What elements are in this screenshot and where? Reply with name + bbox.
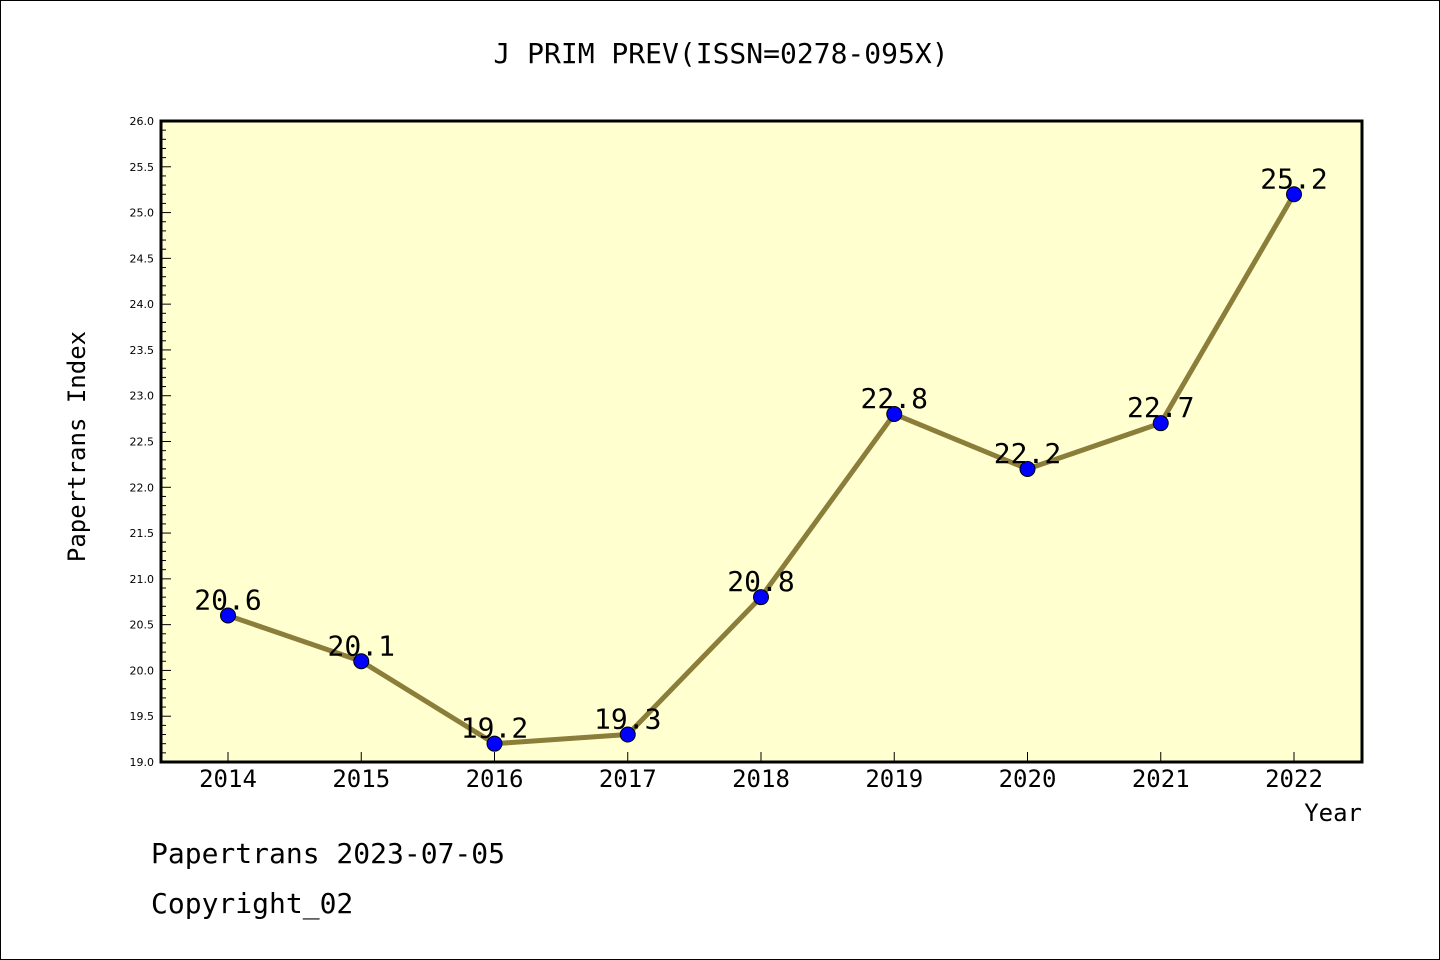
- y-tick-label: 24.0: [130, 298, 155, 311]
- x-tick-label: 2019: [865, 765, 923, 793]
- x-tick-label: 2022: [1265, 765, 1323, 793]
- footer-date-line: Papertrans 2023-07-05: [151, 837, 506, 870]
- data-point: [753, 589, 769, 606]
- x-tick-label: 2018: [732, 765, 790, 793]
- y-axis-label: Papertrans Index: [63, 331, 91, 562]
- y-tick-label: 22.5: [130, 436, 155, 449]
- y-tick-label: 19.5: [130, 710, 155, 723]
- data-label: 25.2: [1260, 162, 1327, 195]
- y-tick-label: 26.0: [130, 115, 155, 128]
- data-label: 22.2: [994, 437, 1061, 470]
- data-label: 22.8: [861, 382, 928, 415]
- data-label: 20.8: [727, 565, 794, 598]
- x-tick-label: 2016: [466, 765, 524, 793]
- x-tick-label: 2017: [599, 765, 657, 793]
- plot-area: [161, 121, 1362, 762]
- data-point: [1152, 415, 1169, 432]
- x-tick-label: 2020: [999, 765, 1057, 793]
- y-tick-label: 21.0: [130, 573, 155, 586]
- data-point: [1019, 460, 1036, 477]
- y-tick-label: 22.0: [130, 481, 155, 494]
- x-tick-label: 2015: [332, 765, 390, 793]
- y-tick-label: 20.0: [130, 664, 155, 677]
- y-tick-label: 23.5: [130, 344, 155, 357]
- data-point: [353, 653, 370, 670]
- data-label: 19.3: [594, 703, 661, 736]
- plot-frame: [159, 119, 1364, 764]
- x-axis-label: Year: [1304, 799, 1362, 827]
- y-tick-label: 19.0: [130, 756, 155, 769]
- footer-copyright: Copyright_02: [151, 887, 354, 920]
- chart-title: J PRIM PREV(ISSN=0278-095X): [493, 37, 949, 70]
- x-tick-label: 2014: [199, 765, 257, 793]
- y-tick-label: 23.0: [130, 390, 155, 403]
- data-label: 20.6: [194, 583, 261, 616]
- data-point: [220, 607, 236, 624]
- y-tick-label: 25.0: [130, 207, 155, 220]
- x-tick-label: 2021: [1132, 765, 1190, 793]
- data-point: [486, 735, 503, 752]
- data-label: 20.1: [328, 629, 395, 662]
- data-point: [1286, 186, 1302, 203]
- data-point: [886, 406, 903, 423]
- data-point: [619, 726, 636, 743]
- data-label: 22.7: [1127, 391, 1194, 424]
- data-label: 19.2: [461, 712, 528, 745]
- y-tick-label: 21.5: [130, 527, 155, 540]
- y-tick-label: 24.5: [130, 252, 155, 265]
- y-tick-label: 25.5: [130, 161, 155, 174]
- y-tick-label: 20.5: [130, 619, 155, 632]
